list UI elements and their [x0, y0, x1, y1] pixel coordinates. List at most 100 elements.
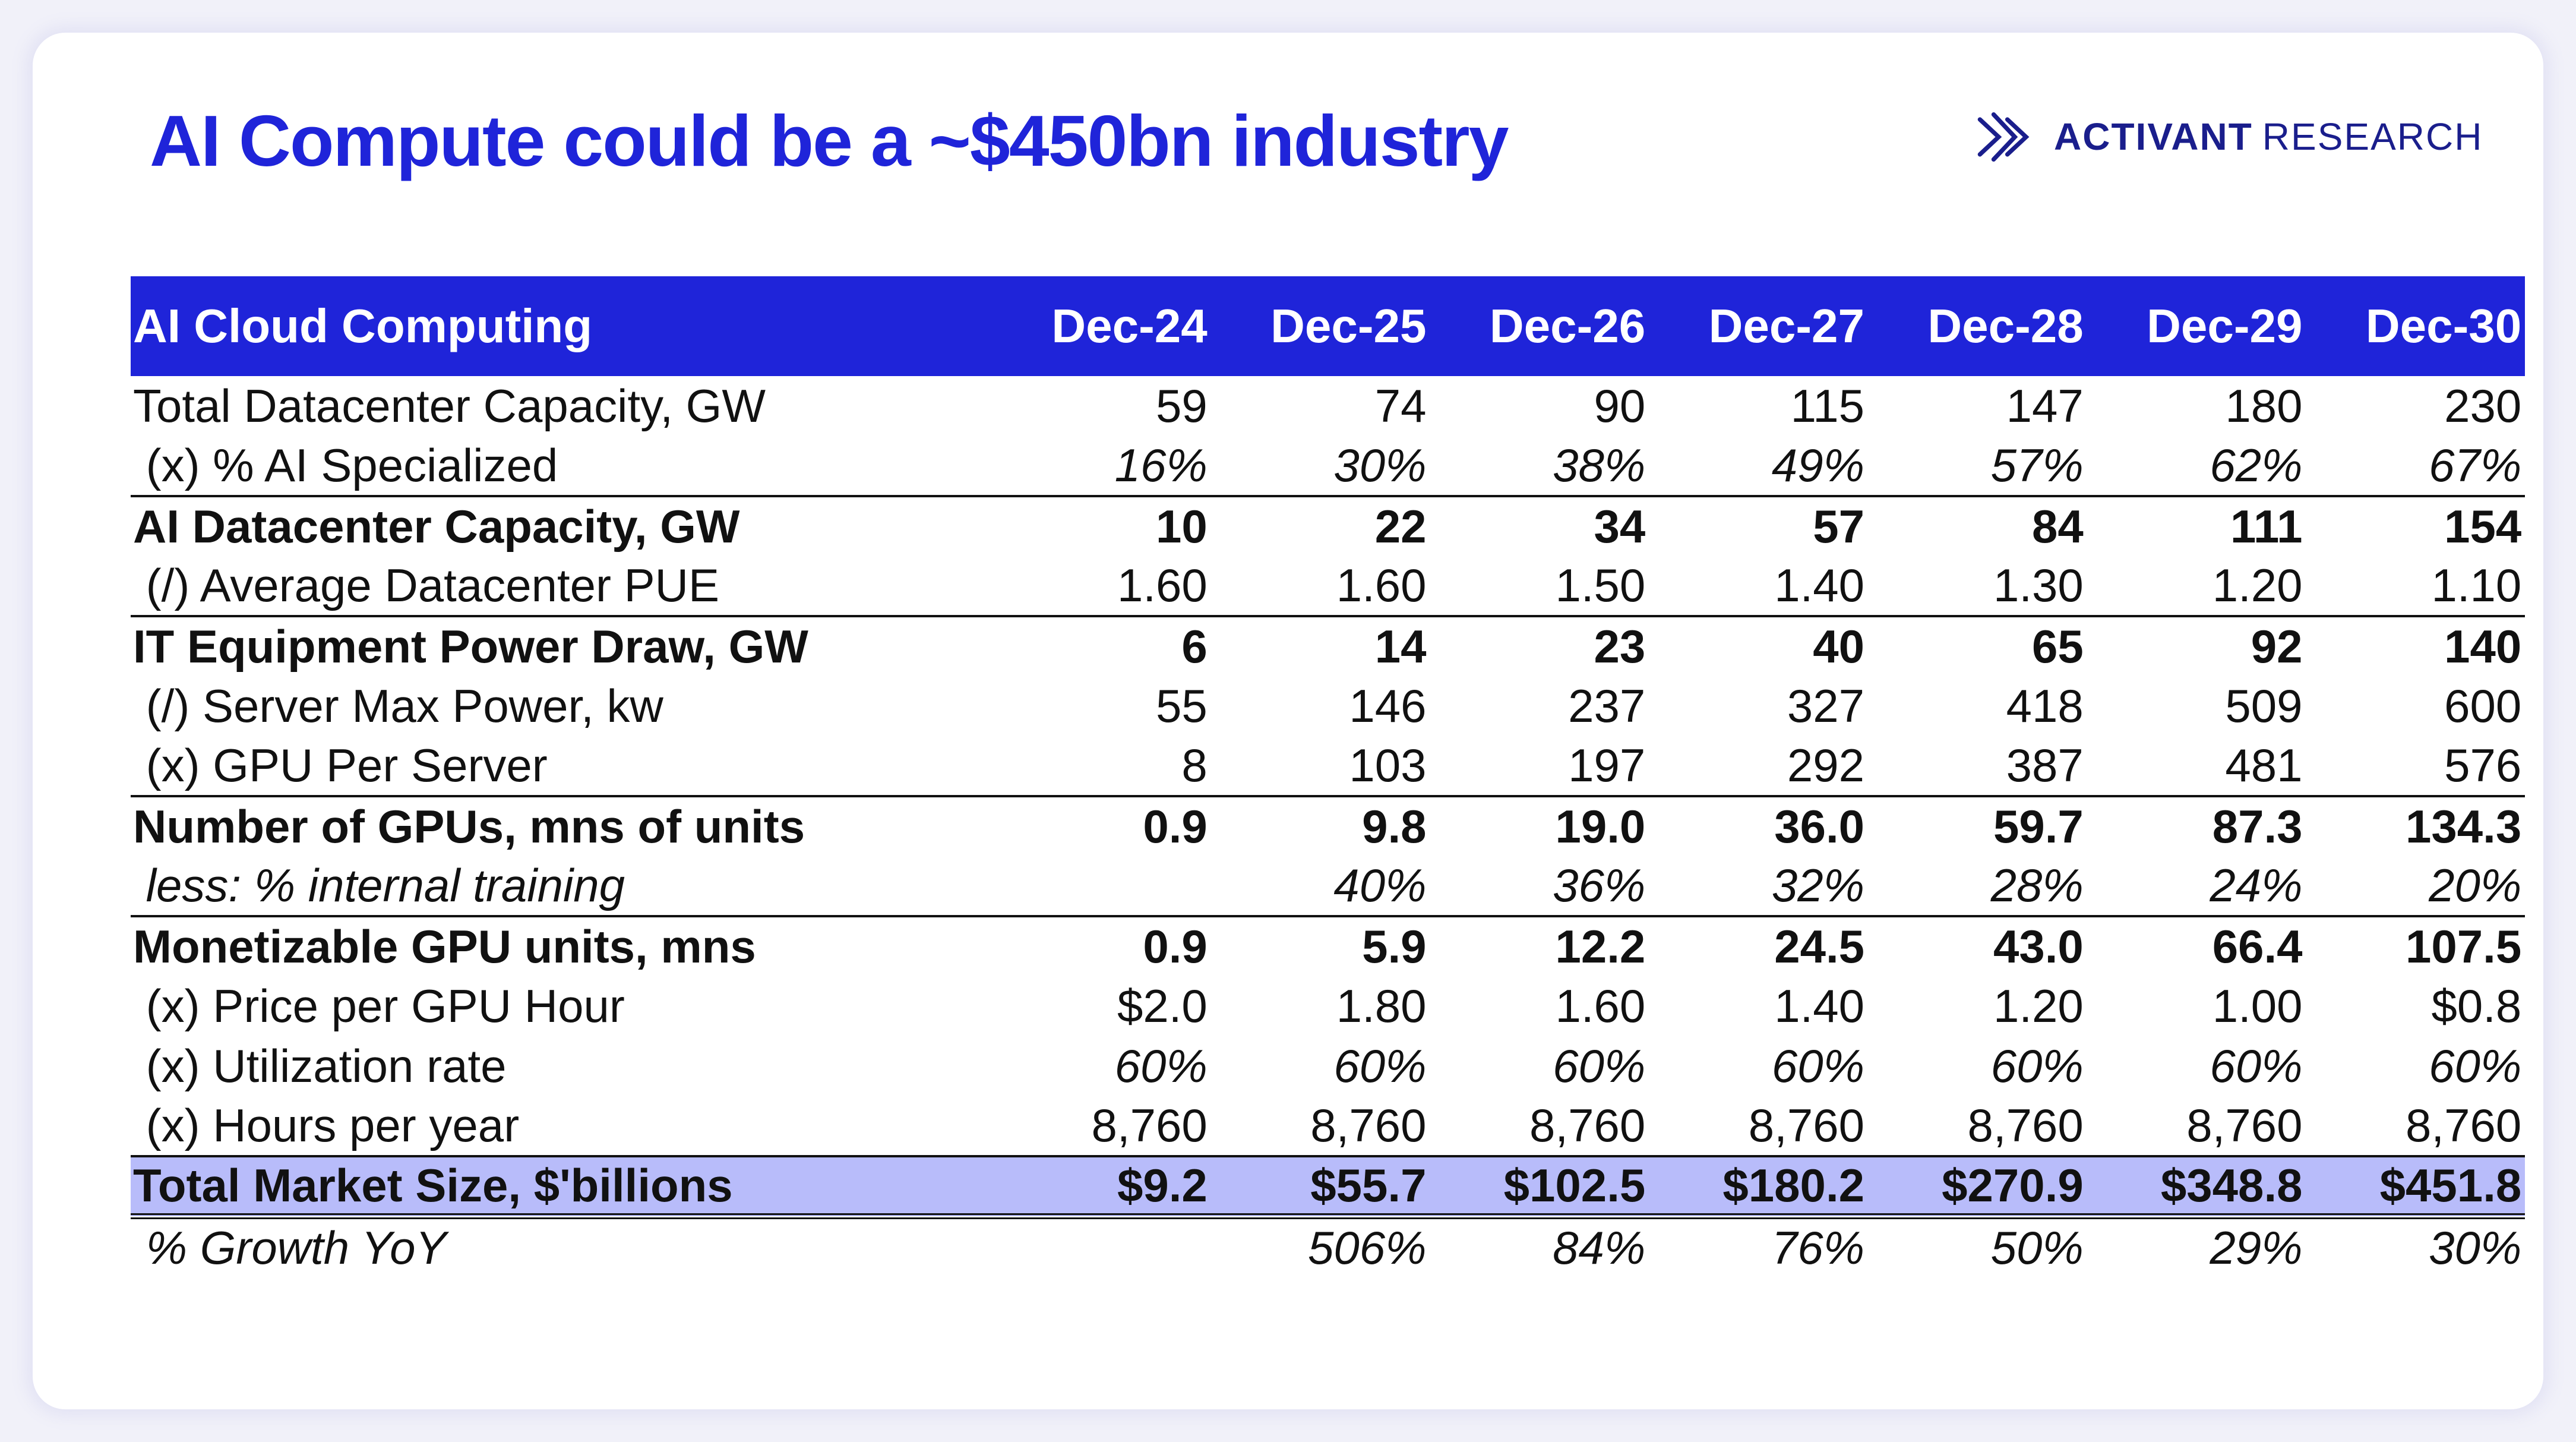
- cell-value: 34: [1430, 495, 1649, 556]
- row-label: (x) GPU Per Server: [133, 739, 548, 791]
- cell-value: 40: [1649, 615, 1868, 676]
- cell-value: $9.2: [992, 1155, 1211, 1219]
- cell-value: 76%: [1771, 1221, 1864, 1274]
- column-header: Dec-24: [1051, 299, 1208, 352]
- cell-value: 197: [1568, 739, 1646, 791]
- cell-value: 230: [2444, 380, 2522, 432]
- column-header: Dec-26: [1489, 299, 1646, 352]
- cell-value: [992, 856, 1211, 916]
- cell-value: 1.30: [1993, 559, 2084, 611]
- cell-value: 60%: [1333, 1040, 1427, 1092]
- cell-value: 36%: [1553, 859, 1646, 911]
- cell-value: 180: [2225, 380, 2303, 432]
- cell-value: 1.80: [1336, 980, 1427, 1032]
- column-header: Dec-30: [2365, 299, 2522, 352]
- table-header-row: AI Cloud Computing Dec-24 Dec-25 Dec-26 Dec…: [131, 276, 2526, 376]
- cell-value: 8: [1181, 739, 1208, 791]
- cell-value: 60%: [1114, 1040, 1208, 1092]
- cell-value: 60%: [1990, 1040, 2084, 1092]
- column-header: Dec-28: [1927, 299, 2084, 352]
- table-row: (x) GPU Per Server 8 103 197 292 387 481 576: [131, 736, 2525, 796]
- cell-value: 55: [1155, 680, 1208, 732]
- cell-value: 87.3: [2087, 795, 2306, 856]
- cell-value: 50%: [1990, 1221, 2084, 1274]
- row-label: % Growth YoY: [133, 1221, 447, 1274]
- table-row: IT Equipment Power Draw, GW 6 14 23 40 65 92 14…: [131, 615, 2526, 676]
- cell-value: 22: [1210, 495, 1430, 556]
- cell-value: 12.2: [1430, 915, 1649, 976]
- total-row: Total Market Size, $'billions $9.2 $55.7 $1…: [131, 1155, 2526, 1219]
- cell-value: 84%: [1553, 1221, 1646, 1274]
- table-row: (x) Price per GPU Hour $2.0 1.80 1.60 1.40 1.…: [131, 976, 2525, 1036]
- table-row: (/) Average Datacenter PUE 1.60 1.60 1.50 1.…: [131, 556, 2525, 616]
- cell-value: $270.9: [1868, 1155, 2087, 1219]
- cell-value: 0.9: [992, 915, 1211, 976]
- cell-value: 6: [992, 615, 1211, 676]
- cell-value: 23: [1430, 615, 1649, 676]
- cell-value: 1.40: [1774, 980, 1864, 1032]
- cell-value: 57: [1649, 495, 1868, 556]
- cell-value: 74: [1374, 380, 1427, 432]
- column-header: Dec-25: [1270, 299, 1427, 352]
- cell-value: 59.7: [1868, 795, 2087, 856]
- cell-value: 576: [2444, 739, 2522, 791]
- column-header: Dec-29: [2147, 299, 2303, 352]
- brand-logo: ACTIVANT RESEARCH: [1975, 104, 2483, 169]
- cell-value: 8,760: [1967, 1099, 2084, 1151]
- table-row: (x) Utilization rate 60% 60% 60% 60% 60% 60% 60…: [131, 1036, 2525, 1096]
- cell-value: 92: [2087, 615, 2306, 676]
- cell-value: 1.50: [1555, 559, 1646, 611]
- row-label: (x) % AI Specialized: [133, 439, 558, 491]
- cell-value: 16%: [1114, 439, 1208, 491]
- cell-value: 8,760: [2186, 1099, 2303, 1151]
- cell-value: 111: [2087, 495, 2306, 556]
- cell-value: 38%: [1553, 439, 1646, 491]
- cell-value: 24%: [2210, 859, 2303, 911]
- table-header-label: AI Cloud Computing: [133, 299, 593, 352]
- cell-value: 43.0: [1868, 915, 2087, 976]
- row-label: (/) Server Max Power, kw: [133, 680, 663, 732]
- cell-value: 32%: [1771, 859, 1864, 911]
- cell-value: 1.60: [1336, 559, 1427, 611]
- row-label: (x) Hours per year: [133, 1099, 520, 1151]
- cell-value: 600: [2444, 680, 2522, 732]
- table-row: Number of GPUs, mns of units 0.9 9.8 19.0 36…: [131, 795, 2526, 856]
- cell-value: 8,760: [2406, 1099, 2522, 1151]
- cell-value: 36.0: [1649, 795, 1868, 856]
- brand-name: ACTIVANT: [2054, 115, 2253, 158]
- cell-value: 90: [1594, 380, 1646, 432]
- cell-value: 60%: [2429, 1040, 2522, 1092]
- cell-value: 67%: [2429, 439, 2522, 491]
- cell-value: 1.00: [2212, 980, 2303, 1032]
- cell-value: $451.8: [2306, 1155, 2526, 1219]
- cell-value: 1.40: [1774, 559, 1864, 611]
- cell-value: 387: [2006, 739, 2084, 791]
- row-label: (x) Utilization rate: [133, 1040, 507, 1092]
- cell-value: 506%: [1308, 1221, 1427, 1274]
- activant-chevron-logo-icon: [1977, 112, 2030, 162]
- cell-value: [992, 1216, 1211, 1276]
- cell-value: 14: [1210, 615, 1430, 676]
- cell-value: 509: [2225, 680, 2303, 732]
- cell-value: 8,760: [1091, 1099, 1208, 1151]
- cell-value: 40%: [1333, 859, 1427, 911]
- cell-value: 49%: [1771, 439, 1864, 491]
- cell-value: 28%: [1990, 859, 2084, 911]
- cell-value: 62%: [2210, 439, 2303, 491]
- cell-value: 60%: [2210, 1040, 2303, 1092]
- cell-value: $102.5: [1430, 1155, 1649, 1219]
- cell-value: 65: [1868, 615, 2087, 676]
- cell-value: 8,760: [1529, 1099, 1646, 1151]
- cell-value: 19.0: [1430, 795, 1649, 856]
- table-row: (x) Hours per year 8,760 8,760 8,760 8,760 8,…: [131, 1096, 2525, 1156]
- cell-value: $180.2: [1649, 1155, 1868, 1219]
- cell-value: 30%: [1333, 439, 1427, 491]
- cell-value: $348.8: [2087, 1155, 2306, 1219]
- cell-value: 9.8: [1210, 795, 1430, 856]
- cell-value: 292: [1787, 739, 1864, 791]
- cell-value: 60%: [1553, 1040, 1646, 1092]
- cell-value: 237: [1568, 680, 1646, 732]
- cell-value: 24.5: [1649, 915, 1868, 976]
- cell-value: 1.20: [1993, 980, 2084, 1032]
- cell-value: 134.3: [2306, 795, 2526, 856]
